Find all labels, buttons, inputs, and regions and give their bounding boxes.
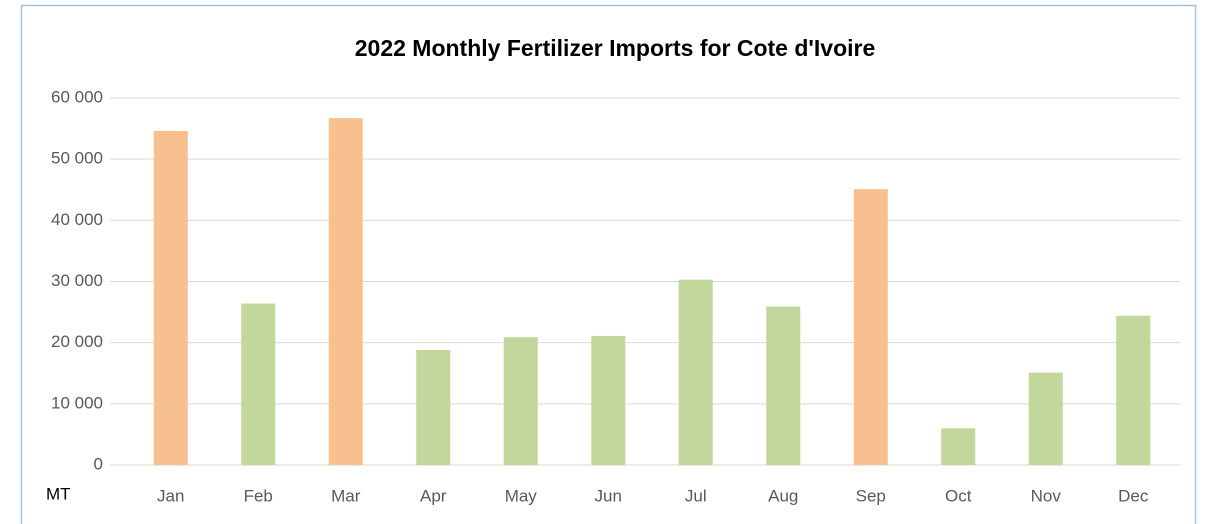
bar [153, 131, 188, 465]
x-tick-label: Dec [1118, 486, 1149, 505]
bar [503, 337, 538, 465]
bar [941, 428, 976, 465]
x-tick-label: Jan [157, 486, 184, 505]
y-axis-label: MT [46, 484, 71, 503]
chart-title: 2022 Monthly Fertilizer Imports for Cote… [355, 35, 876, 61]
x-tick-label: Feb [244, 486, 273, 505]
bar [1116, 315, 1151, 465]
bar [591, 335, 626, 465]
bar [1028, 372, 1063, 465]
bar [416, 350, 451, 465]
x-tick-label: Sep [856, 486, 886, 505]
x-tick-label: Jul [685, 486, 707, 505]
bar [766, 306, 801, 465]
bar [328, 118, 363, 465]
y-tick-label: 20 000 [51, 332, 103, 351]
x-tick-label: Oct [945, 486, 972, 505]
y-tick-label: 60 000 [51, 87, 103, 106]
bar [853, 189, 888, 465]
y-tick-label: 50 000 [51, 149, 103, 168]
x-tick-label: May [505, 486, 538, 505]
bar [678, 279, 713, 465]
y-tick-label: 10 000 [51, 393, 103, 412]
bar [241, 303, 276, 465]
y-tick-label: 40 000 [51, 210, 103, 229]
x-tick-label: Jun [595, 486, 622, 505]
y-tick-label: 0 [94, 454, 103, 473]
y-tick-label: 30 000 [51, 271, 103, 290]
x-tick-label: Mar [331, 486, 361, 505]
x-tick-label: Apr [420, 486, 447, 505]
x-tick-label: Nov [1031, 486, 1062, 505]
x-tick-label: Aug [768, 486, 798, 505]
